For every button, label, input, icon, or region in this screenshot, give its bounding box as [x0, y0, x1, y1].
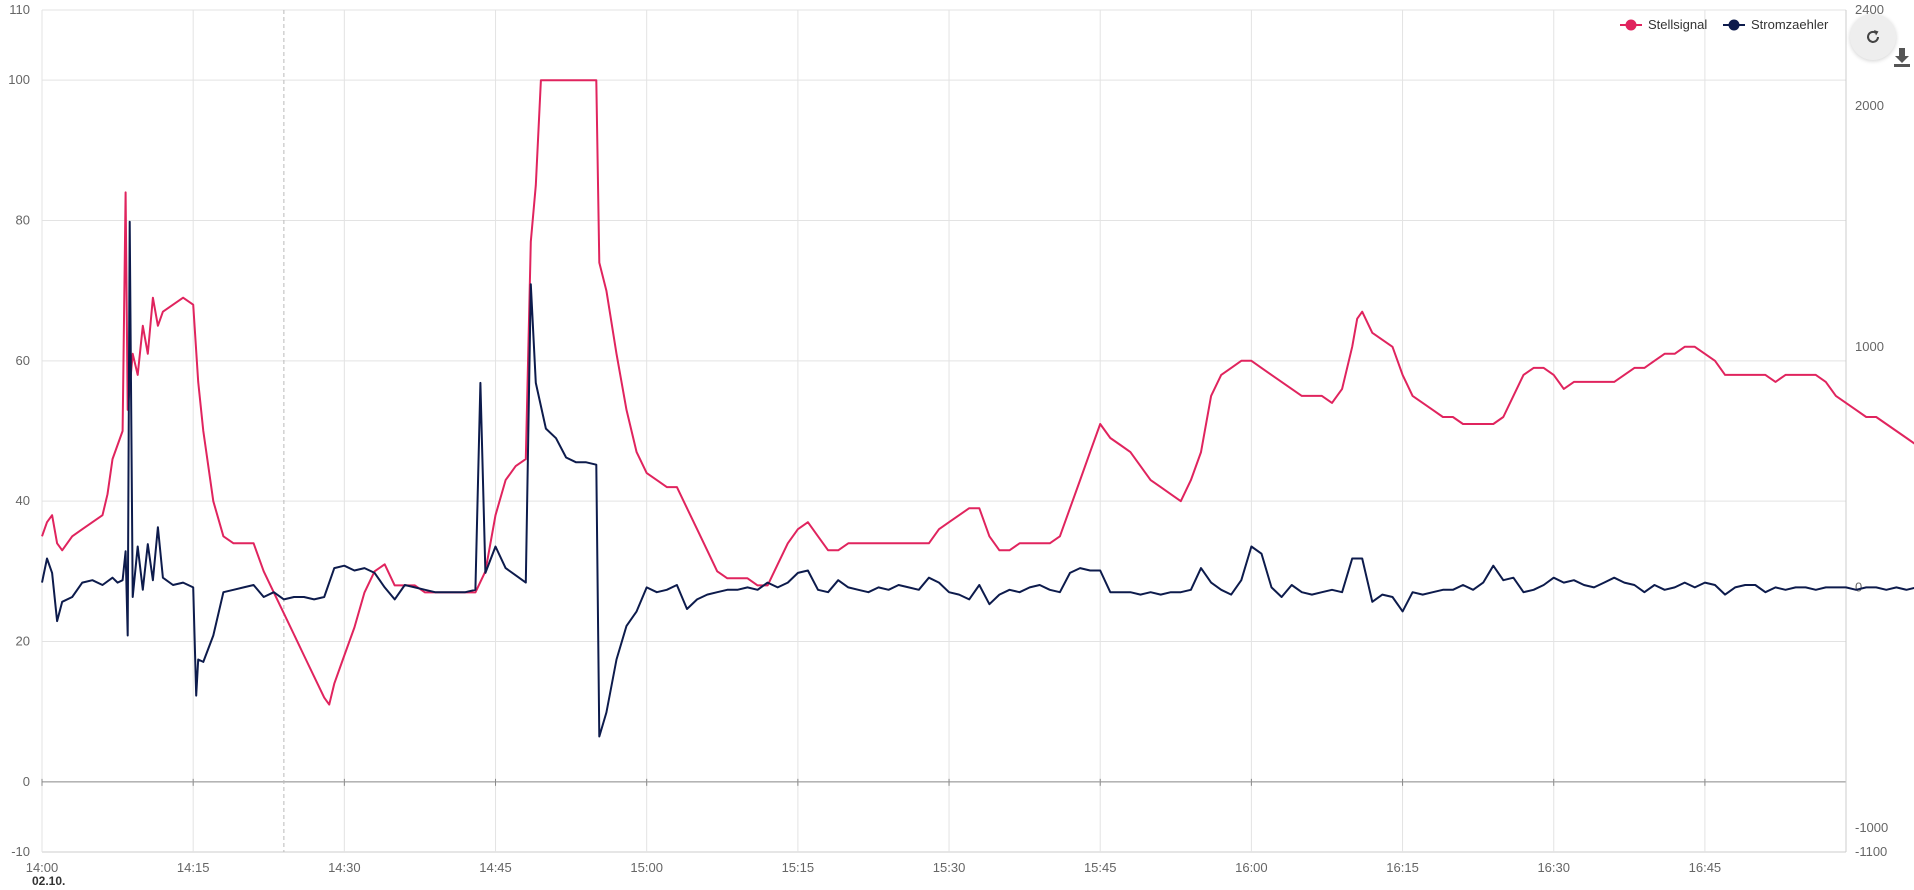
refresh-button[interactable]: [1850, 14, 1896, 60]
series-layer: [41, 79, 1914, 738]
x-tick-label: 14:45: [479, 860, 512, 875]
date-label: 02.10.: [32, 874, 65, 888]
y-left-tick-label: 40: [16, 493, 30, 508]
legend-marker: [1728, 19, 1740, 31]
x-tick-label: 15:45: [1084, 860, 1117, 875]
y-left-tick-label: 80: [16, 213, 30, 228]
x-tick-label: 15:15: [782, 860, 815, 875]
x-tick-label: 16:30: [1537, 860, 1570, 875]
y-right-tick-label: 2400: [1855, 2, 1884, 17]
x-tick-label: 16:00: [1235, 860, 1268, 875]
y-right-tick-label: -1000: [1855, 820, 1888, 835]
x-tick-label: 15:30: [933, 860, 966, 875]
legend-marker: [1625, 19, 1637, 31]
download-button[interactable]: [1890, 44, 1914, 70]
x-tick-label: 16:15: [1386, 860, 1419, 875]
y-right-tick-label: 2000: [1855, 98, 1884, 113]
legend[interactable]: Stellsignal Stromzaehler: [1620, 17, 1829, 32]
legend-label: Stromzaehler: [1751, 17, 1829, 32]
y-left-tick-label: 20: [16, 634, 30, 649]
series-line-0: [41, 79, 1914, 706]
series-line-1: [41, 220, 1914, 738]
refresh-icon: [1867, 30, 1879, 43]
y-left-tick-label: 100: [8, 72, 30, 87]
x-tick-label: 15:00: [630, 860, 663, 875]
y-right-tick-label: -1100: [1855, 844, 1887, 859]
y-right-tick-label: 0: [1855, 579, 1862, 594]
x-tick-label: 14:00: [26, 860, 59, 875]
y-left-tick-label: 60: [16, 353, 30, 368]
y-left-tick-label: -10: [11, 844, 30, 859]
x-tick-label: 14:15: [177, 860, 210, 875]
x-tick-label: 16:45: [1689, 860, 1722, 875]
legend-label: Stellsignal: [1648, 17, 1707, 32]
y-right-tick-label: 1000: [1855, 339, 1884, 354]
x-tick-label: 14:30: [328, 860, 361, 875]
y-axis-right: -1100 -1000 0 1000 2000 2400: [1855, 2, 1888, 859]
x-axis: 14:00 14:15 14:30 14:45 15:00 15:15 15:30 15:45…: [26, 860, 1721, 875]
y-axis-left: -10 0 20 40 60 80 100 110: [8, 2, 30, 859]
y-left-tick-label: 0: [23, 774, 30, 789]
download-icon: [1894, 48, 1910, 67]
y-left-tick-label: 110: [9, 2, 30, 17]
grid: [41, 9, 1847, 853]
